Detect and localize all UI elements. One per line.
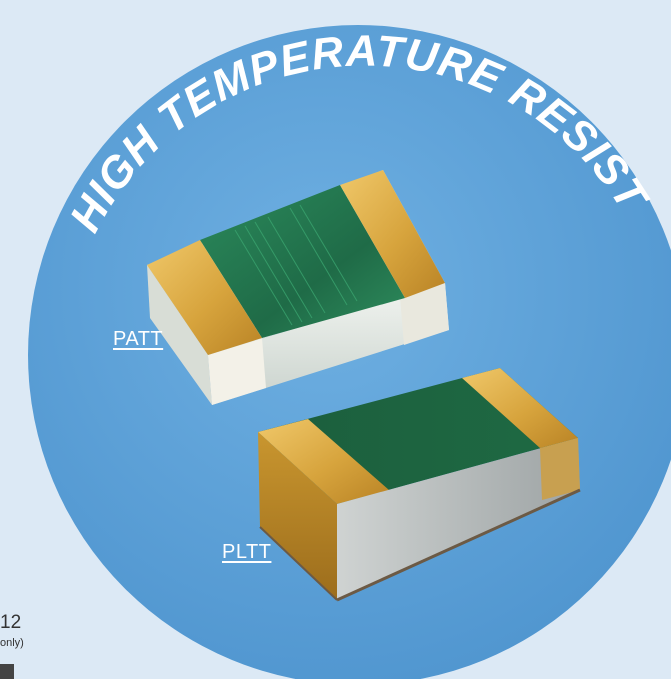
edge-swatch [0,664,14,679]
pltt-link[interactable]: PLTT [222,541,272,563]
edge-note-fragment: only) [0,637,24,649]
patt-link[interactable]: PATT [113,328,164,350]
patt-resistor-chip [147,170,449,405]
edge-number-fragment: 12 [0,612,22,633]
pltt-resistor-chip [258,368,581,602]
